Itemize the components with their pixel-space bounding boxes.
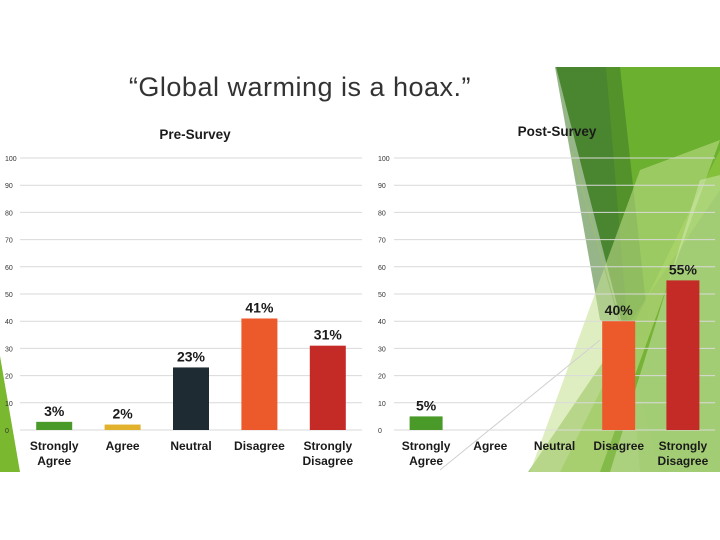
y-tick-label: 40 <box>5 319 13 326</box>
y-tick-label: 10 <box>378 401 386 408</box>
bar <box>602 321 636 430</box>
y-tick-label: 0 <box>378 428 382 435</box>
y-tick-label: 80 <box>378 210 386 217</box>
decor-left-triangle <box>0 356 20 472</box>
decor-triangle-6 <box>530 140 720 472</box>
category-label: Agree <box>409 454 443 468</box>
bar <box>666 280 700 430</box>
bar <box>241 318 278 430</box>
category-label: Strongly <box>659 439 708 453</box>
data-label: 23% <box>177 348 206 364</box>
y-tick-label: 90 <box>378 183 386 190</box>
category-label: Disagree <box>658 454 709 468</box>
y-tick-label: 60 <box>378 265 386 272</box>
category-label: Disagree <box>302 454 353 468</box>
category-label: Neutral <box>170 439 211 453</box>
decor-line-2 <box>439 339 601 471</box>
y-tick-label: 0 <box>5 428 9 435</box>
data-label: 31% <box>314 327 343 343</box>
data-label: 41% <box>245 299 274 315</box>
category-label: Agree <box>106 439 140 453</box>
data-label: 55% <box>669 261 698 277</box>
data-label: 3% <box>44 403 65 419</box>
data-label: 40% <box>605 302 634 318</box>
bar <box>173 367 209 430</box>
category-label: Disagree <box>593 439 644 453</box>
pre-survey-chart-title: Pre-Survey <box>159 127 231 142</box>
y-tick-label: 70 <box>5 238 13 245</box>
category-label: Strongly <box>30 439 79 453</box>
bar <box>36 421 73 430</box>
slide-title: “Global warming is a hoax.” <box>128 72 472 102</box>
y-tick-label: 50 <box>5 292 13 299</box>
y-tick-label: 10 <box>5 401 13 408</box>
data-label: 5% <box>416 397 437 413</box>
category-label: Strongly <box>402 439 451 453</box>
category-label: Disagree <box>234 439 285 453</box>
y-tick-label: 30 <box>378 346 386 353</box>
post-survey-chart-title: Post-Survey <box>517 124 597 139</box>
bar <box>409 416 443 430</box>
y-tick-label: 30 <box>5 346 13 353</box>
y-tick-label: 50 <box>378 292 386 299</box>
y-tick-label: 60 <box>5 265 13 272</box>
category-label: Neutral <box>534 439 575 453</box>
y-tick-label: 80 <box>5 210 13 217</box>
bar <box>104 424 141 430</box>
y-tick-label: 40 <box>378 319 386 326</box>
y-tick-label: 90 <box>5 183 13 190</box>
category-label: Strongly <box>303 439 352 453</box>
y-tick-label: 100 <box>378 156 390 163</box>
y-tick-label: 70 <box>378 238 386 245</box>
category-label: Agree <box>473 439 507 453</box>
data-label: 2% <box>112 406 133 422</box>
y-tick-label: 100 <box>5 156 17 163</box>
decor-line-1 <box>571 151 623 331</box>
y-tick-label: 20 <box>378 374 386 381</box>
bar <box>309 345 346 430</box>
category-label: Agree <box>37 454 71 468</box>
y-tick-label: 20 <box>5 374 13 381</box>
